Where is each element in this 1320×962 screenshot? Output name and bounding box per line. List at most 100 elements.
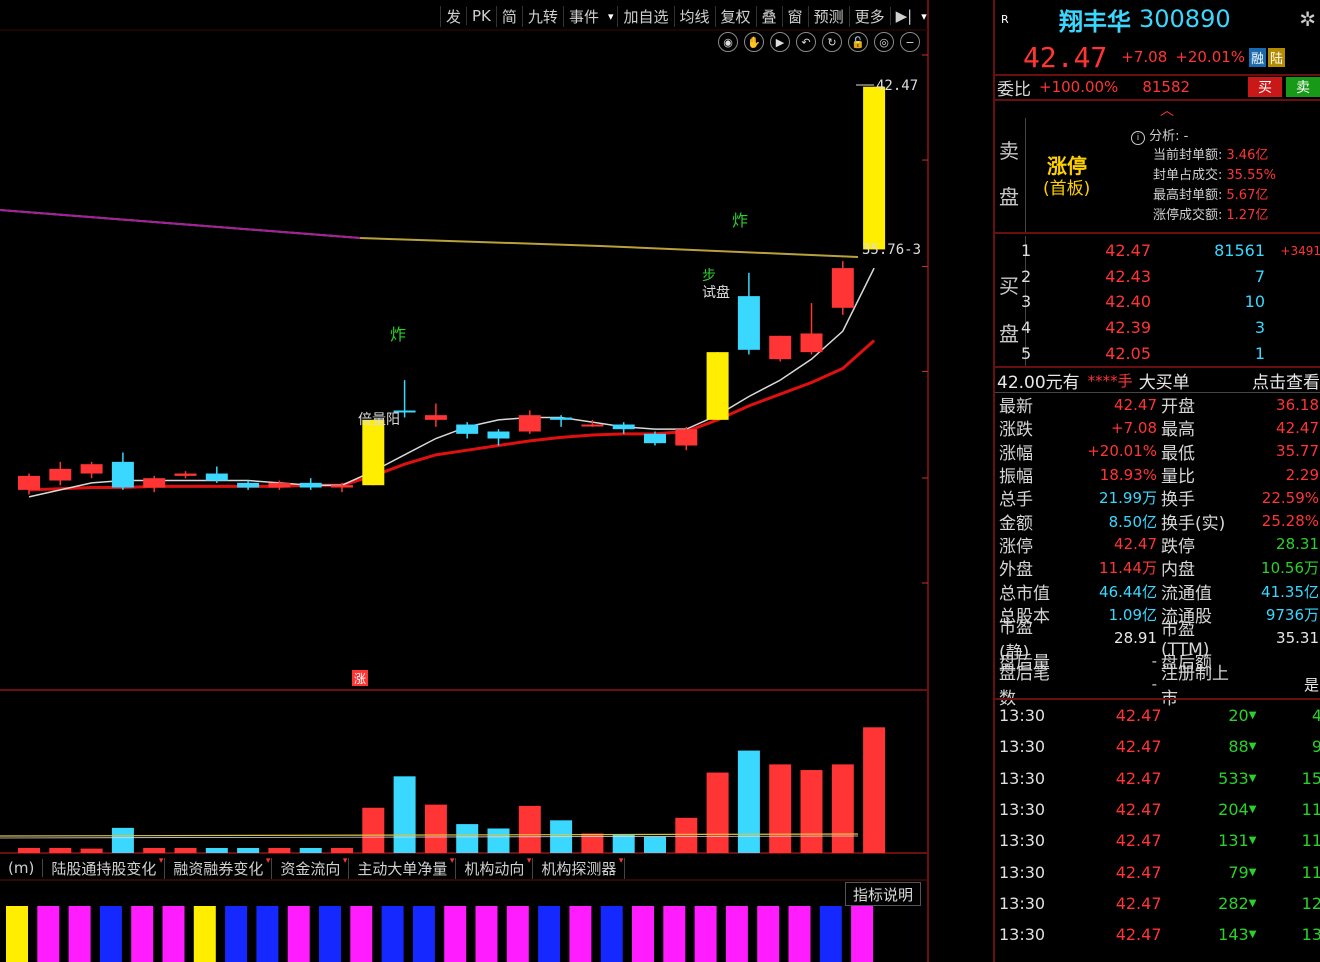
step-label: 步 xyxy=(702,268,716,284)
volume-bar xyxy=(644,836,666,853)
tick-list[interactable]: 13:30 42.47 20 ▼ 4 13:30 42.47 88 ▼ 9 13:30 42.47 53… xyxy=(999,700,1320,950)
bid-row[interactable]: 4 42.39 3 xyxy=(1021,315,1320,341)
indicator-tab-5[interactable]: 机构动向 ▾ xyxy=(456,855,534,879)
buy-button[interactable]: 买 xyxy=(1248,77,1282,97)
indicator-tab-2[interactable]: 融资融券变化 ▾ xyxy=(165,855,273,879)
volume-ma-line-2 xyxy=(0,835,859,839)
kline-chart[interactable]: 43.8339.3334.7730.2725.7121.2142.4735.76… xyxy=(0,0,930,962)
detail-value: 42.47 xyxy=(1276,418,1319,437)
detail-label: 金额 xyxy=(999,513,1033,534)
indicator-bar xyxy=(193,906,216,962)
bid-row[interactable]: 2 42.43 7 xyxy=(1021,264,1320,290)
more-arrow-icon[interactable]: ▶| xyxy=(889,7,918,25)
detail-row: 总股本 1.09亿 流通股 9736万 xyxy=(999,603,1320,627)
minus-icon[interactable]: − xyxy=(900,32,920,52)
hk-connect-tag[interactable]: 陆 xyxy=(1268,47,1286,67)
tick-volume: 20 xyxy=(1228,706,1249,726)
indicator-bar xyxy=(663,906,686,962)
toolbar-item-4[interactable]: 事件 xyxy=(562,5,604,27)
candle-body xyxy=(174,473,197,476)
indicator-tabs: (m) 陆股通持股变化 ▾ 融资融券变化 ▾ 资金流向 ▾ 主动大单净量 ▾ 机构动向 ▾ 机构探测器… xyxy=(0,856,930,880)
bid-level: 4 xyxy=(1021,318,1032,338)
target-icon[interactable]: ◎ xyxy=(874,32,894,52)
tab-dropdown-icon[interactable]: ▾ xyxy=(265,855,271,866)
tab-dropdown-icon[interactable]: ▾ xyxy=(342,855,348,866)
volume-bar xyxy=(174,847,197,853)
bid-volume: 81561 xyxy=(1214,241,1265,261)
zhang-mark-box xyxy=(352,670,368,686)
detail-value: 22.59% xyxy=(1261,488,1319,507)
sell-button[interactable]: 卖 xyxy=(1286,77,1320,97)
toolbar-item-0[interactable]: 发 xyxy=(440,5,466,27)
indicator-help-button[interactable]: 指标说明 xyxy=(845,882,921,906)
tick-time: 13:30 xyxy=(999,893,1046,913)
play-icon[interactable]: ▶ xyxy=(770,32,790,52)
toolbar-item-6[interactable]: 均线 xyxy=(673,5,715,27)
toolbar-item-9[interactable]: 窗 xyxy=(781,5,808,27)
lock-icon[interactable]: 🔓 xyxy=(848,32,868,52)
tab-dropdown-icon[interactable]: ▾ xyxy=(526,855,532,866)
toolbar-item-3[interactable]: 九转 xyxy=(521,5,563,27)
tab-dropdown-icon[interactable]: ▾ xyxy=(158,855,164,866)
detail-value: 36.18 xyxy=(1276,395,1319,414)
tick-row: 13:30 42.47 204 ▼ 11 xyxy=(999,794,1320,825)
hand-icon[interactable]: ✋ xyxy=(744,32,764,52)
candle-body xyxy=(737,296,760,350)
eye-icon[interactable]: ◉ xyxy=(718,32,738,52)
tick-price: 42.47 xyxy=(1115,706,1162,726)
undo-icon[interactable]: ↶ xyxy=(796,32,816,52)
toolbar-item-1[interactable]: PK xyxy=(466,7,496,25)
refresh-icon[interactable]: ↻ xyxy=(822,32,842,52)
big-order-link[interactable]: 点击查看 xyxy=(1252,372,1320,393)
bid-row[interactable]: 1 42.47 81561 +3491 xyxy=(1021,238,1320,264)
detail-value: +7.08 xyxy=(1111,418,1157,437)
tick-row: 13:30 42.47 282 ▼ 12 xyxy=(999,888,1320,919)
volume-bar xyxy=(800,770,823,853)
margin-tag[interactable]: 融 xyxy=(1249,47,1267,67)
detail-value: 1.09亿 xyxy=(1108,605,1157,624)
tick-row: 13:30 42.47 88 ▼ 9 xyxy=(999,731,1320,762)
settings-icon[interactable]: ✲ xyxy=(1299,7,1316,31)
limit-stat-key: 最高封单额: xyxy=(1153,188,1223,203)
more-dropdown-icon[interactable]: ▾ xyxy=(921,9,927,23)
indicator-tab-0[interactable]: (m) xyxy=(0,859,44,877)
indicator-tab-3[interactable]: 资金流向 ▾ xyxy=(272,855,350,879)
detail-label: 内盘 xyxy=(1161,560,1195,581)
ma10-line xyxy=(28,339,876,492)
indicator-tab-4[interactable]: 主动大单净量 ▾ xyxy=(349,855,457,879)
tab-dropdown-icon[interactable]: ▾ xyxy=(449,855,455,866)
volume-bar xyxy=(863,727,886,853)
candle-body xyxy=(424,415,447,420)
collapse-arrow[interactable]: ︿ xyxy=(1160,103,1174,119)
toolbar-item-5[interactable]: 加自选 xyxy=(617,5,673,27)
indicator-tab-label: 陆股通持股变化 xyxy=(51,859,157,878)
detail-row: 振幅 18.93% 量比 2.29 xyxy=(999,463,1320,488)
buy-side-char-1: 买 xyxy=(999,274,1019,298)
sell-side-char-2: 盘 xyxy=(999,185,1019,209)
detail-value: 42.47 xyxy=(1114,395,1157,414)
bid-row[interactable]: 3 42.40 10 xyxy=(1021,289,1320,315)
tick-count: 12 xyxy=(1301,893,1320,913)
toolbar-item-10[interactable]: 预测 xyxy=(807,5,849,27)
toolbar-item-2[interactable]: 简 xyxy=(495,5,522,27)
indicator-tab-6[interactable]: 机构探测器 ▾ xyxy=(533,855,626,879)
candle-body xyxy=(299,482,322,488)
tick-time: 13:30 xyxy=(999,862,1046,882)
detail-label: 涨停 xyxy=(999,536,1033,557)
event-dropdown-icon[interactable]: ▾ xyxy=(607,9,614,23)
detail-label: 换手 xyxy=(1161,490,1195,511)
indicator-bar xyxy=(37,906,60,962)
indicator-tab-1[interactable]: 陆股通持股变化 ▾ xyxy=(43,855,166,879)
weibi-value: +100.00% xyxy=(1039,78,1119,96)
down-arrow-icon: ▼ xyxy=(1248,835,1257,847)
toolbar-item-11[interactable]: 更多 xyxy=(848,5,890,27)
bid-row[interactable]: 5 42.05 1 xyxy=(1021,340,1320,366)
detail-label: 外盘 xyxy=(999,560,1033,581)
toolbar-item-7[interactable]: 复权 xyxy=(714,5,756,27)
candle-body xyxy=(644,433,666,444)
indicator-bar xyxy=(851,906,874,962)
tab-dropdown-icon[interactable]: ▾ xyxy=(618,855,624,866)
volume-bar xyxy=(612,834,635,853)
detail-row: 盘后笔数 - 注册制上市是 xyxy=(999,664,1320,709)
toolbar-item-8[interactable]: 叠 xyxy=(755,5,782,27)
